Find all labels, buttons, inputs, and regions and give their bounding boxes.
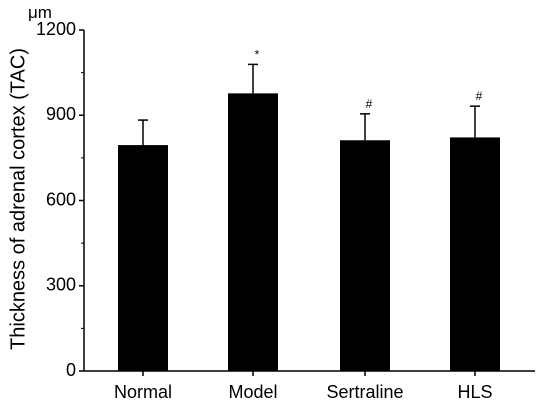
y-tick-label: 600 xyxy=(46,189,76,209)
y-axis-unit: μm xyxy=(28,3,52,22)
annotations-layer: * # # xyxy=(255,47,483,110)
bars-layer xyxy=(118,93,500,371)
y-tick-label: 1200 xyxy=(36,19,76,39)
x-tick-label-normal: Normal xyxy=(114,382,172,402)
y-tick-label: 300 xyxy=(46,275,76,295)
significance-mark-hls: # xyxy=(476,89,483,103)
y-tick-label: 0 xyxy=(66,360,76,380)
bar-model xyxy=(228,93,278,371)
y-axis-title: Thickness of adrenal cortex (TAC) xyxy=(7,48,29,350)
significance-mark-sertraline: # xyxy=(366,97,373,111)
bar-hls xyxy=(450,137,500,371)
y-tick-label: 900 xyxy=(46,104,76,124)
x-ticks-layer: Normal Model Sertraline HLS xyxy=(114,371,493,402)
error-bars-layer xyxy=(138,63,480,146)
x-tick-label-hls: HLS xyxy=(457,382,492,402)
x-tick-label-model: Model xyxy=(228,382,277,402)
x-tick-label-sertraline: Sertraline xyxy=(326,382,403,402)
significance-mark-model: * xyxy=(255,47,260,61)
bar-normal xyxy=(118,145,168,371)
y-ticks-layer: 0 300 600 900 1200 xyxy=(36,19,84,380)
bar-sertraline xyxy=(340,140,390,371)
